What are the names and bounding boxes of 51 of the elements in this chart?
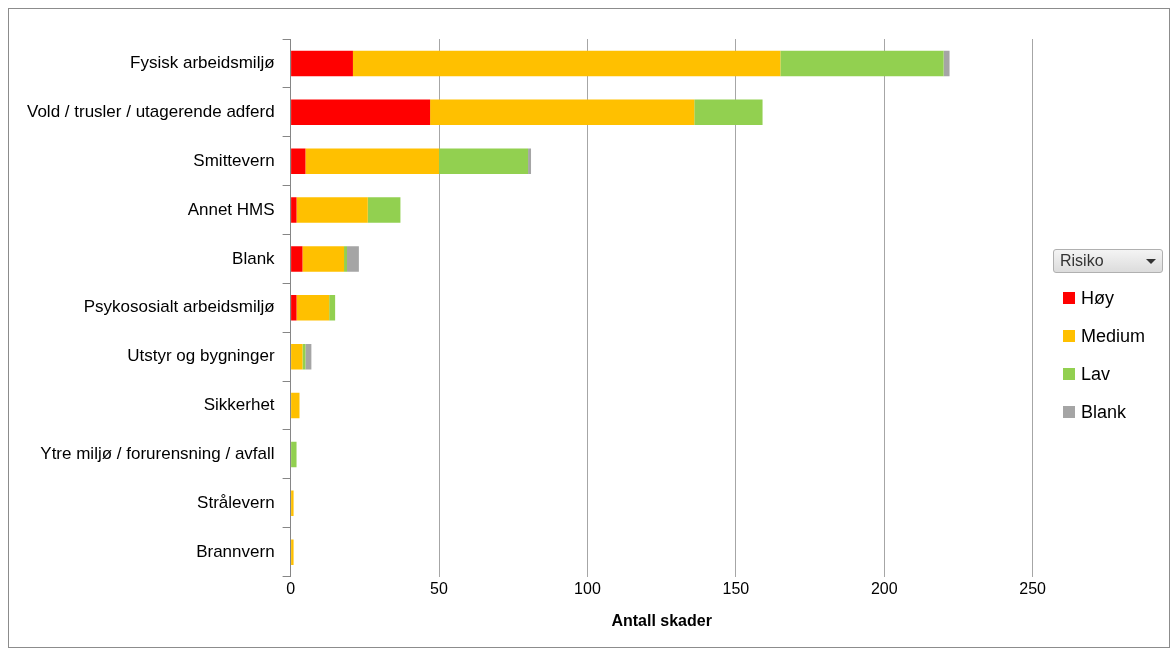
y-tick-label: Utstyr og bygninger (127, 346, 275, 366)
y-tick-label: Blank (232, 248, 276, 268)
bar (430, 99, 695, 126)
x-tick-label: 50 (430, 579, 449, 597)
bar (352, 50, 781, 77)
legend-label: Høy (1081, 287, 1114, 309)
y-tick-label: Vold / trusler / utagerende adferd (26, 102, 275, 121)
bar (347, 246, 359, 272)
x-tick-label: 250 (1019, 579, 1047, 597)
bar (291, 99, 431, 126)
bar (528, 148, 532, 174)
bar (291, 441, 297, 468)
x-tick-label: 150 (722, 579, 750, 597)
bar (943, 50, 950, 77)
bar (291, 539, 294, 565)
bar (780, 50, 944, 77)
bar (291, 490, 294, 517)
y-tick-label: Psykososialt arbeidsmiljø (83, 297, 275, 317)
y-tick-label: Strålevern (197, 492, 275, 512)
bar (291, 148, 306, 174)
y-tick-label: Ytre miljø / forurensning / avfall (40, 444, 275, 464)
x-tick-label: 100 (574, 579, 601, 597)
bar (291, 246, 303, 272)
y-tick-label: Annet HMS (187, 199, 275, 219)
x-axis-title: Antall skader (611, 611, 712, 629)
bar (291, 392, 300, 419)
bar (367, 197, 401, 223)
bar (302, 246, 345, 272)
bar (305, 148, 440, 174)
legend-label: Blank (1081, 401, 1127, 423)
bar (439, 148, 529, 174)
bar (296, 295, 330, 321)
y-tick-label: Sikkerhet (203, 395, 275, 415)
legend-label: Medium (1081, 325, 1146, 347)
y-tick-label: Smittevern (193, 150, 275, 170)
bar (694, 99, 763, 126)
bar (291, 50, 353, 77)
bar (329, 295, 336, 321)
bar (296, 197, 368, 223)
y-tick-label: Brannvern (196, 541, 275, 561)
bar (291, 343, 303, 370)
bar (305, 343, 312, 370)
bar (291, 295, 297, 321)
bar (302, 343, 306, 370)
bar (344, 246, 347, 272)
x-tick-label: 200 (870, 579, 898, 597)
y-tick-label: Fysisk arbeidsmiljø (130, 53, 275, 73)
legend-label: Lav (1081, 363, 1111, 385)
x-tick-label: 0 (286, 579, 296, 597)
legend-title: Risiko (1060, 252, 1104, 270)
bar (291, 197, 297, 223)
